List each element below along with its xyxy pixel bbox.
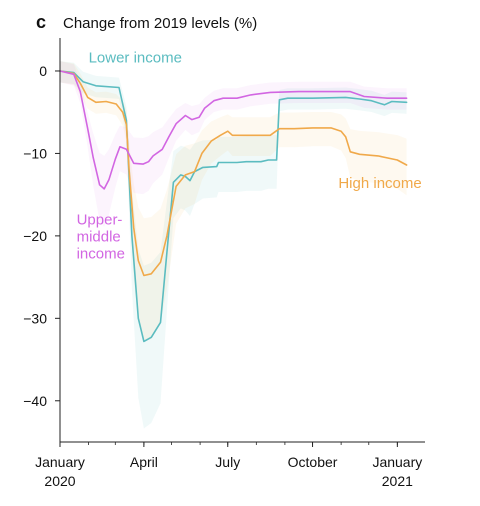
y-tick-label: 0 (39, 63, 47, 79)
high-income-label: High income (338, 175, 421, 192)
y-tick-label: −30 (23, 310, 47, 326)
series-labels: Lower income High income Upper-middleincom… (77, 50, 422, 263)
x-tick-label: 2020 (44, 473, 75, 489)
high-income-line (59, 70, 408, 277)
lower-income-label: Lower income (89, 50, 182, 67)
x-tick-label: 2021 (382, 473, 413, 489)
x-tick-label: July (215, 454, 240, 470)
series-lines (59, 70, 408, 343)
uncertainty-bands (60, 61, 407, 429)
chart-title: Change from 2019 levels (%) (63, 15, 257, 32)
y-tick-label: −20 (23, 228, 47, 244)
upper-middle-income-label: income (77, 245, 125, 262)
y-tick-label: −40 (23, 393, 47, 409)
panel-label: c (36, 12, 46, 32)
high-income-band (60, 61, 407, 342)
upper-middle-income-label: middle (77, 228, 121, 245)
upper-middle-income-band (60, 61, 407, 227)
x-tick-label: April (130, 454, 158, 470)
upper-middle-income-line (59, 70, 408, 190)
x-tick-label: October (288, 454, 338, 470)
upper-middle-income-label: Upper- (77, 211, 123, 228)
axes: 0 −10 −20 −30 −40 January 2020 April July October… (23, 38, 425, 489)
y-tick-label: −10 (23, 145, 47, 161)
lower-income-band (60, 61, 407, 429)
x-tick-label: January (372, 454, 422, 470)
x-tick-label: January (35, 454, 85, 470)
